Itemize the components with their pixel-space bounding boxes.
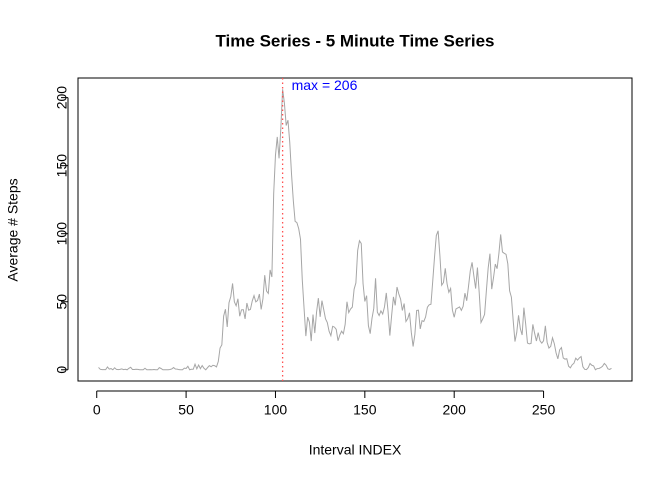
x-tick-label: 100 bbox=[264, 402, 288, 418]
x-tick-label: 200 bbox=[443, 402, 467, 418]
max-annotation: max = 206 bbox=[292, 77, 358, 93]
y-axis-label: Average # Steps bbox=[5, 178, 21, 281]
x-tick-label: 250 bbox=[532, 402, 556, 418]
y-tick-label: 50 bbox=[54, 294, 70, 310]
y-tick-label: 100 bbox=[54, 222, 70, 246]
x-tick-label: 150 bbox=[353, 402, 377, 418]
chart-title: Time Series - 5 Minute Time Series bbox=[215, 31, 494, 50]
y-tick-label: 200 bbox=[54, 86, 70, 110]
y-tick-label: 0 bbox=[54, 366, 70, 374]
x-tick-label: 50 bbox=[178, 402, 194, 418]
y-tick-label: 150 bbox=[54, 154, 70, 178]
plot-box bbox=[77, 77, 633, 382]
x-tick-label: 0 bbox=[93, 402, 101, 418]
x-axis-label: Interval INDEX bbox=[309, 442, 402, 458]
series-line bbox=[98, 89, 612, 371]
